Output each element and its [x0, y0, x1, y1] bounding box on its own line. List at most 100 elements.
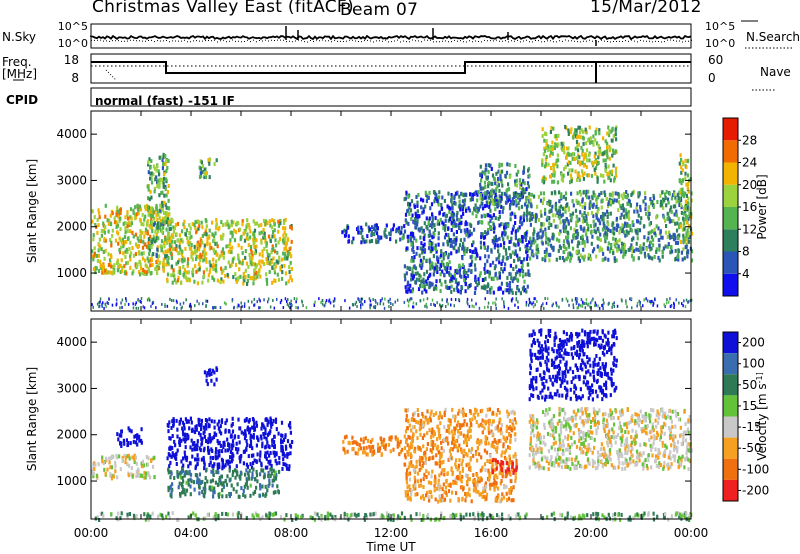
range-cell — [685, 165, 688, 170]
range-cell — [431, 221, 434, 226]
range-cell — [210, 485, 214, 490]
range-cell — [494, 201, 497, 206]
range-cell — [159, 177, 162, 182]
range-cell — [250, 444, 253, 448]
range-cell — [620, 193, 623, 198]
range-cell — [200, 160, 203, 165]
range-cell — [155, 260, 158, 264]
range-cell — [136, 203, 139, 208]
range-cell — [454, 242, 457, 247]
range-cell — [416, 214, 419, 218]
range-cell — [532, 214, 535, 219]
range-cell — [662, 246, 665, 251]
range-cell — [159, 260, 162, 265]
range-cell — [91, 303, 93, 307]
range-cell — [149, 263, 152, 268]
range-cell — [462, 241, 465, 246]
range-cell — [151, 464, 155, 469]
range-cell — [155, 238, 158, 243]
range-cell — [265, 219, 268, 224]
range-cell — [410, 273, 413, 278]
range-cell — [166, 166, 169, 170]
range-cell — [324, 301, 327, 305]
range-cell — [248, 468, 251, 473]
range-cell — [532, 231, 535, 236]
range-cell — [135, 242, 138, 247]
range-cell — [636, 219, 639, 224]
range-cell — [256, 435, 259, 440]
range-cell — [205, 378, 208, 383]
range-cell — [127, 463, 131, 468]
range-cell — [637, 247, 640, 252]
range-cell — [500, 262, 503, 266]
range-cell — [220, 220, 223, 225]
range-cell — [420, 265, 423, 270]
range-cell — [290, 440, 294, 444]
range-cell — [206, 382, 209, 387]
range-cell — [491, 173, 495, 178]
range-cell — [453, 275, 456, 280]
range-cell — [342, 439, 345, 444]
range-cell — [164, 202, 167, 207]
range-cell — [576, 297, 579, 301]
range-cell — [205, 373, 208, 378]
range-cell — [511, 279, 514, 284]
range-cell — [591, 196, 594, 201]
range-cell — [195, 447, 198, 452]
range-cell — [259, 472, 262, 477]
range-cell — [390, 302, 392, 305]
range-cell — [95, 473, 98, 478]
range-cell — [257, 271, 260, 276]
range-cell — [131, 230, 134, 235]
range-cell — [515, 172, 518, 177]
range-cell — [153, 216, 156, 221]
range-cell — [250, 465, 254, 470]
range-cell — [684, 205, 687, 210]
range-cell — [569, 226, 572, 231]
range-cell — [420, 205, 423, 210]
range-cell — [448, 285, 451, 290]
range-cell — [430, 494, 433, 499]
range-cell — [187, 257, 190, 262]
range-cell — [252, 219, 255, 224]
range-cell — [285, 466, 289, 471]
range-cell — [552, 302, 554, 306]
range-cell — [119, 216, 122, 221]
range-cell — [555, 158, 558, 163]
range-cell — [527, 195, 530, 200]
range-cell — [241, 261, 244, 266]
range-cell — [432, 287, 436, 292]
range-cell — [422, 280, 425, 285]
range-cell — [614, 244, 617, 249]
range-cell — [241, 222, 244, 227]
range-cell — [171, 434, 174, 438]
range-cell — [677, 257, 680, 262]
range-cell — [458, 225, 461, 230]
range-cell — [521, 269, 525, 274]
range-cell — [614, 132, 617, 137]
range-cell — [215, 218, 218, 222]
range-cell — [214, 268, 217, 272]
range-cell — [167, 198, 170, 203]
range-cell — [178, 233, 181, 238]
range-cell — [572, 135, 575, 140]
range-cell — [430, 261, 433, 265]
range-cell — [447, 205, 450, 210]
range-cell — [273, 234, 276, 239]
range-cell — [525, 206, 528, 211]
range-cell — [271, 280, 274, 285]
range-cell — [214, 241, 217, 246]
range-cell — [183, 268, 186, 273]
range-cell — [248, 428, 251, 433]
range-cell — [468, 229, 471, 234]
range-cell — [679, 224, 682, 229]
range-cell — [242, 493, 245, 497]
range-cell — [96, 217, 99, 222]
range-cell — [108, 297, 110, 301]
range-cell — [205, 259, 208, 264]
range-cell — [211, 275, 214, 280]
range-cell — [484, 163, 488, 168]
range-cell — [275, 461, 278, 466]
range-cell — [543, 131, 547, 136]
range-cell — [107, 229, 110, 234]
